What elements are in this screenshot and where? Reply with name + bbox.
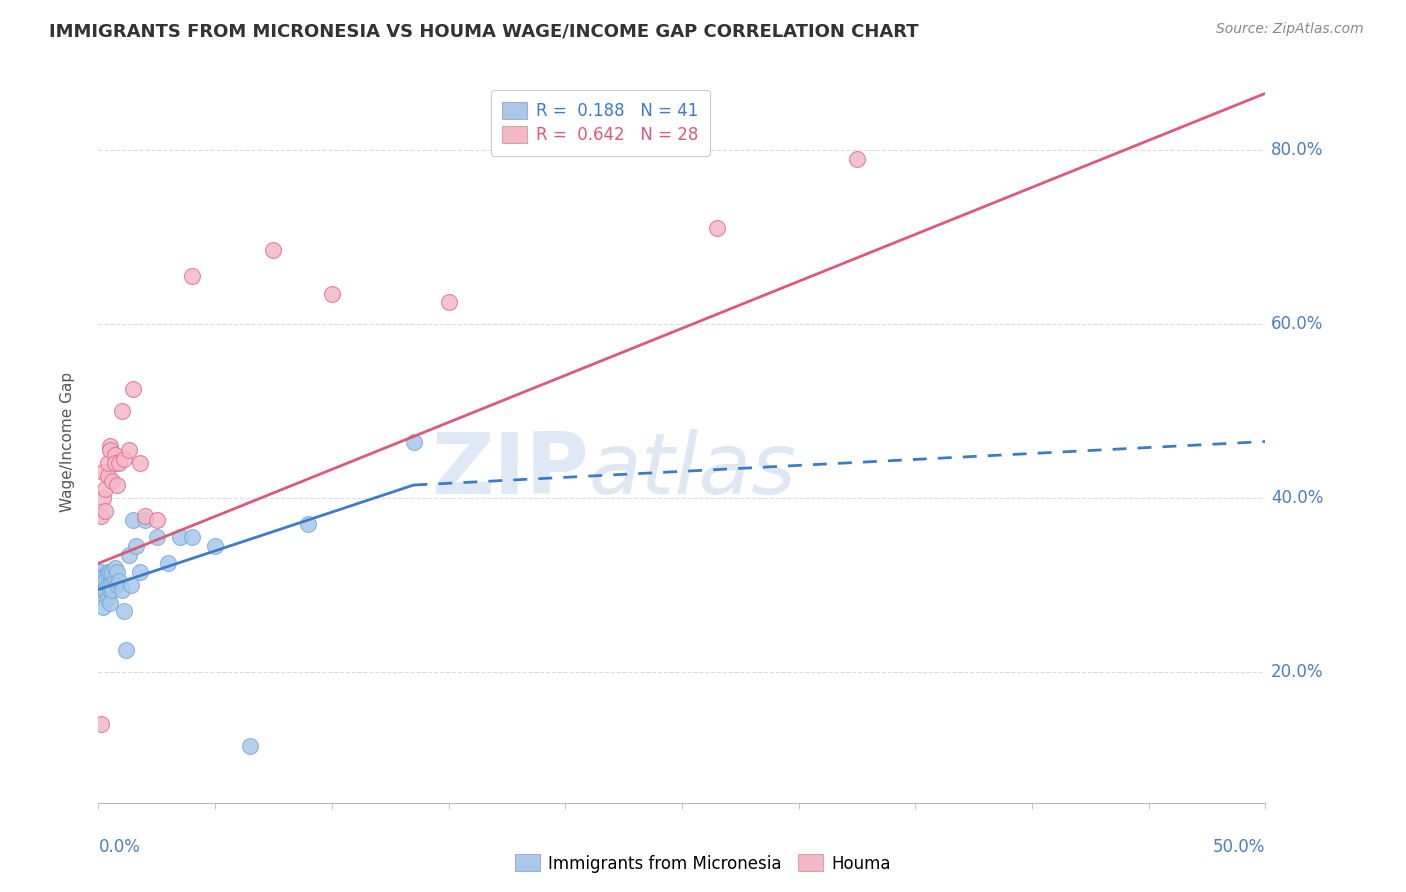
Text: 50.0%: 50.0% (1213, 838, 1265, 855)
Point (97, 456, 120, 470)
Point (94, 569, 117, 583)
Text: 40.0%: 40.0% (1271, 489, 1323, 508)
Point (101, 578, 124, 592)
Point (98, 565, 121, 579)
Point (112, 452, 135, 467)
Point (134, 508, 156, 523)
Point (98, 596, 121, 610)
Point (239, 739, 262, 754)
Point (108, 574, 131, 588)
Point (94, 504, 117, 518)
Point (90, 508, 112, 523)
Point (94, 582, 117, 597)
Point (91, 465, 114, 479)
Point (98, 582, 121, 597)
Text: Source: ZipAtlas.com: Source: ZipAtlas.com (1216, 22, 1364, 37)
Point (105, 578, 128, 592)
Point (105, 478, 128, 492)
Point (104, 448, 127, 462)
Point (846, 152, 869, 166)
Point (134, 513, 156, 527)
Point (118, 443, 141, 458)
Point (204, 539, 226, 553)
Point (91, 491, 114, 505)
Point (122, 382, 145, 396)
Point (98, 439, 121, 453)
Point (104, 561, 127, 575)
Point (402, 434, 425, 449)
Point (94, 483, 117, 497)
Legend: Immigrants from Micronesia, Houma: Immigrants from Micronesia, Houma (508, 847, 898, 880)
Point (180, 269, 202, 284)
Point (94, 574, 117, 588)
Text: atlas: atlas (589, 429, 797, 512)
Point (97, 591, 120, 606)
Point (125, 539, 148, 553)
Point (118, 548, 141, 562)
Point (101, 565, 124, 579)
Point (108, 456, 131, 470)
Point (129, 456, 152, 470)
Point (91, 569, 114, 583)
Point (129, 565, 152, 579)
Point (122, 513, 145, 527)
Legend: R =  0.188   N = 41, R =  0.642   N = 28: R = 0.188 N = 41, R = 0.642 N = 28 (491, 90, 710, 155)
Point (706, 221, 728, 235)
Y-axis label: Wage/Income Gap: Wage/Income Gap (60, 371, 75, 512)
Point (98, 443, 121, 458)
Point (111, 582, 134, 597)
Point (97, 469, 120, 483)
Point (120, 578, 142, 592)
Point (157, 557, 180, 571)
Point (97, 578, 120, 592)
Point (101, 474, 124, 488)
Text: 60.0%: 60.0% (1271, 315, 1323, 333)
Text: 20.0%: 20.0% (1271, 664, 1323, 681)
Point (104, 574, 127, 588)
Point (180, 530, 202, 544)
Point (91, 599, 114, 614)
Text: 80.0%: 80.0% (1271, 141, 1323, 159)
Point (105, 565, 128, 579)
Point (90, 591, 112, 606)
Point (97, 565, 120, 579)
Point (90, 565, 112, 579)
Point (262, 243, 284, 257)
Text: ZIP: ZIP (430, 429, 589, 512)
Point (437, 295, 460, 310)
Text: 0.0%: 0.0% (98, 838, 141, 855)
Point (91, 582, 114, 597)
Point (98, 578, 121, 592)
Point (115, 643, 138, 657)
Point (297, 517, 319, 532)
Text: IMMIGRANTS FROM MICRONESIA VS HOUMA WAGE/INCOME GAP CORRELATION CHART: IMMIGRANTS FROM MICRONESIA VS HOUMA WAGE… (49, 22, 920, 40)
Point (169, 530, 191, 544)
Point (101, 582, 124, 597)
Point (112, 604, 135, 618)
Point (146, 513, 169, 527)
Point (111, 404, 134, 418)
Point (146, 530, 169, 544)
Point (90, 717, 112, 731)
Point (104, 456, 127, 470)
Point (321, 286, 343, 301)
Point (90, 578, 112, 592)
